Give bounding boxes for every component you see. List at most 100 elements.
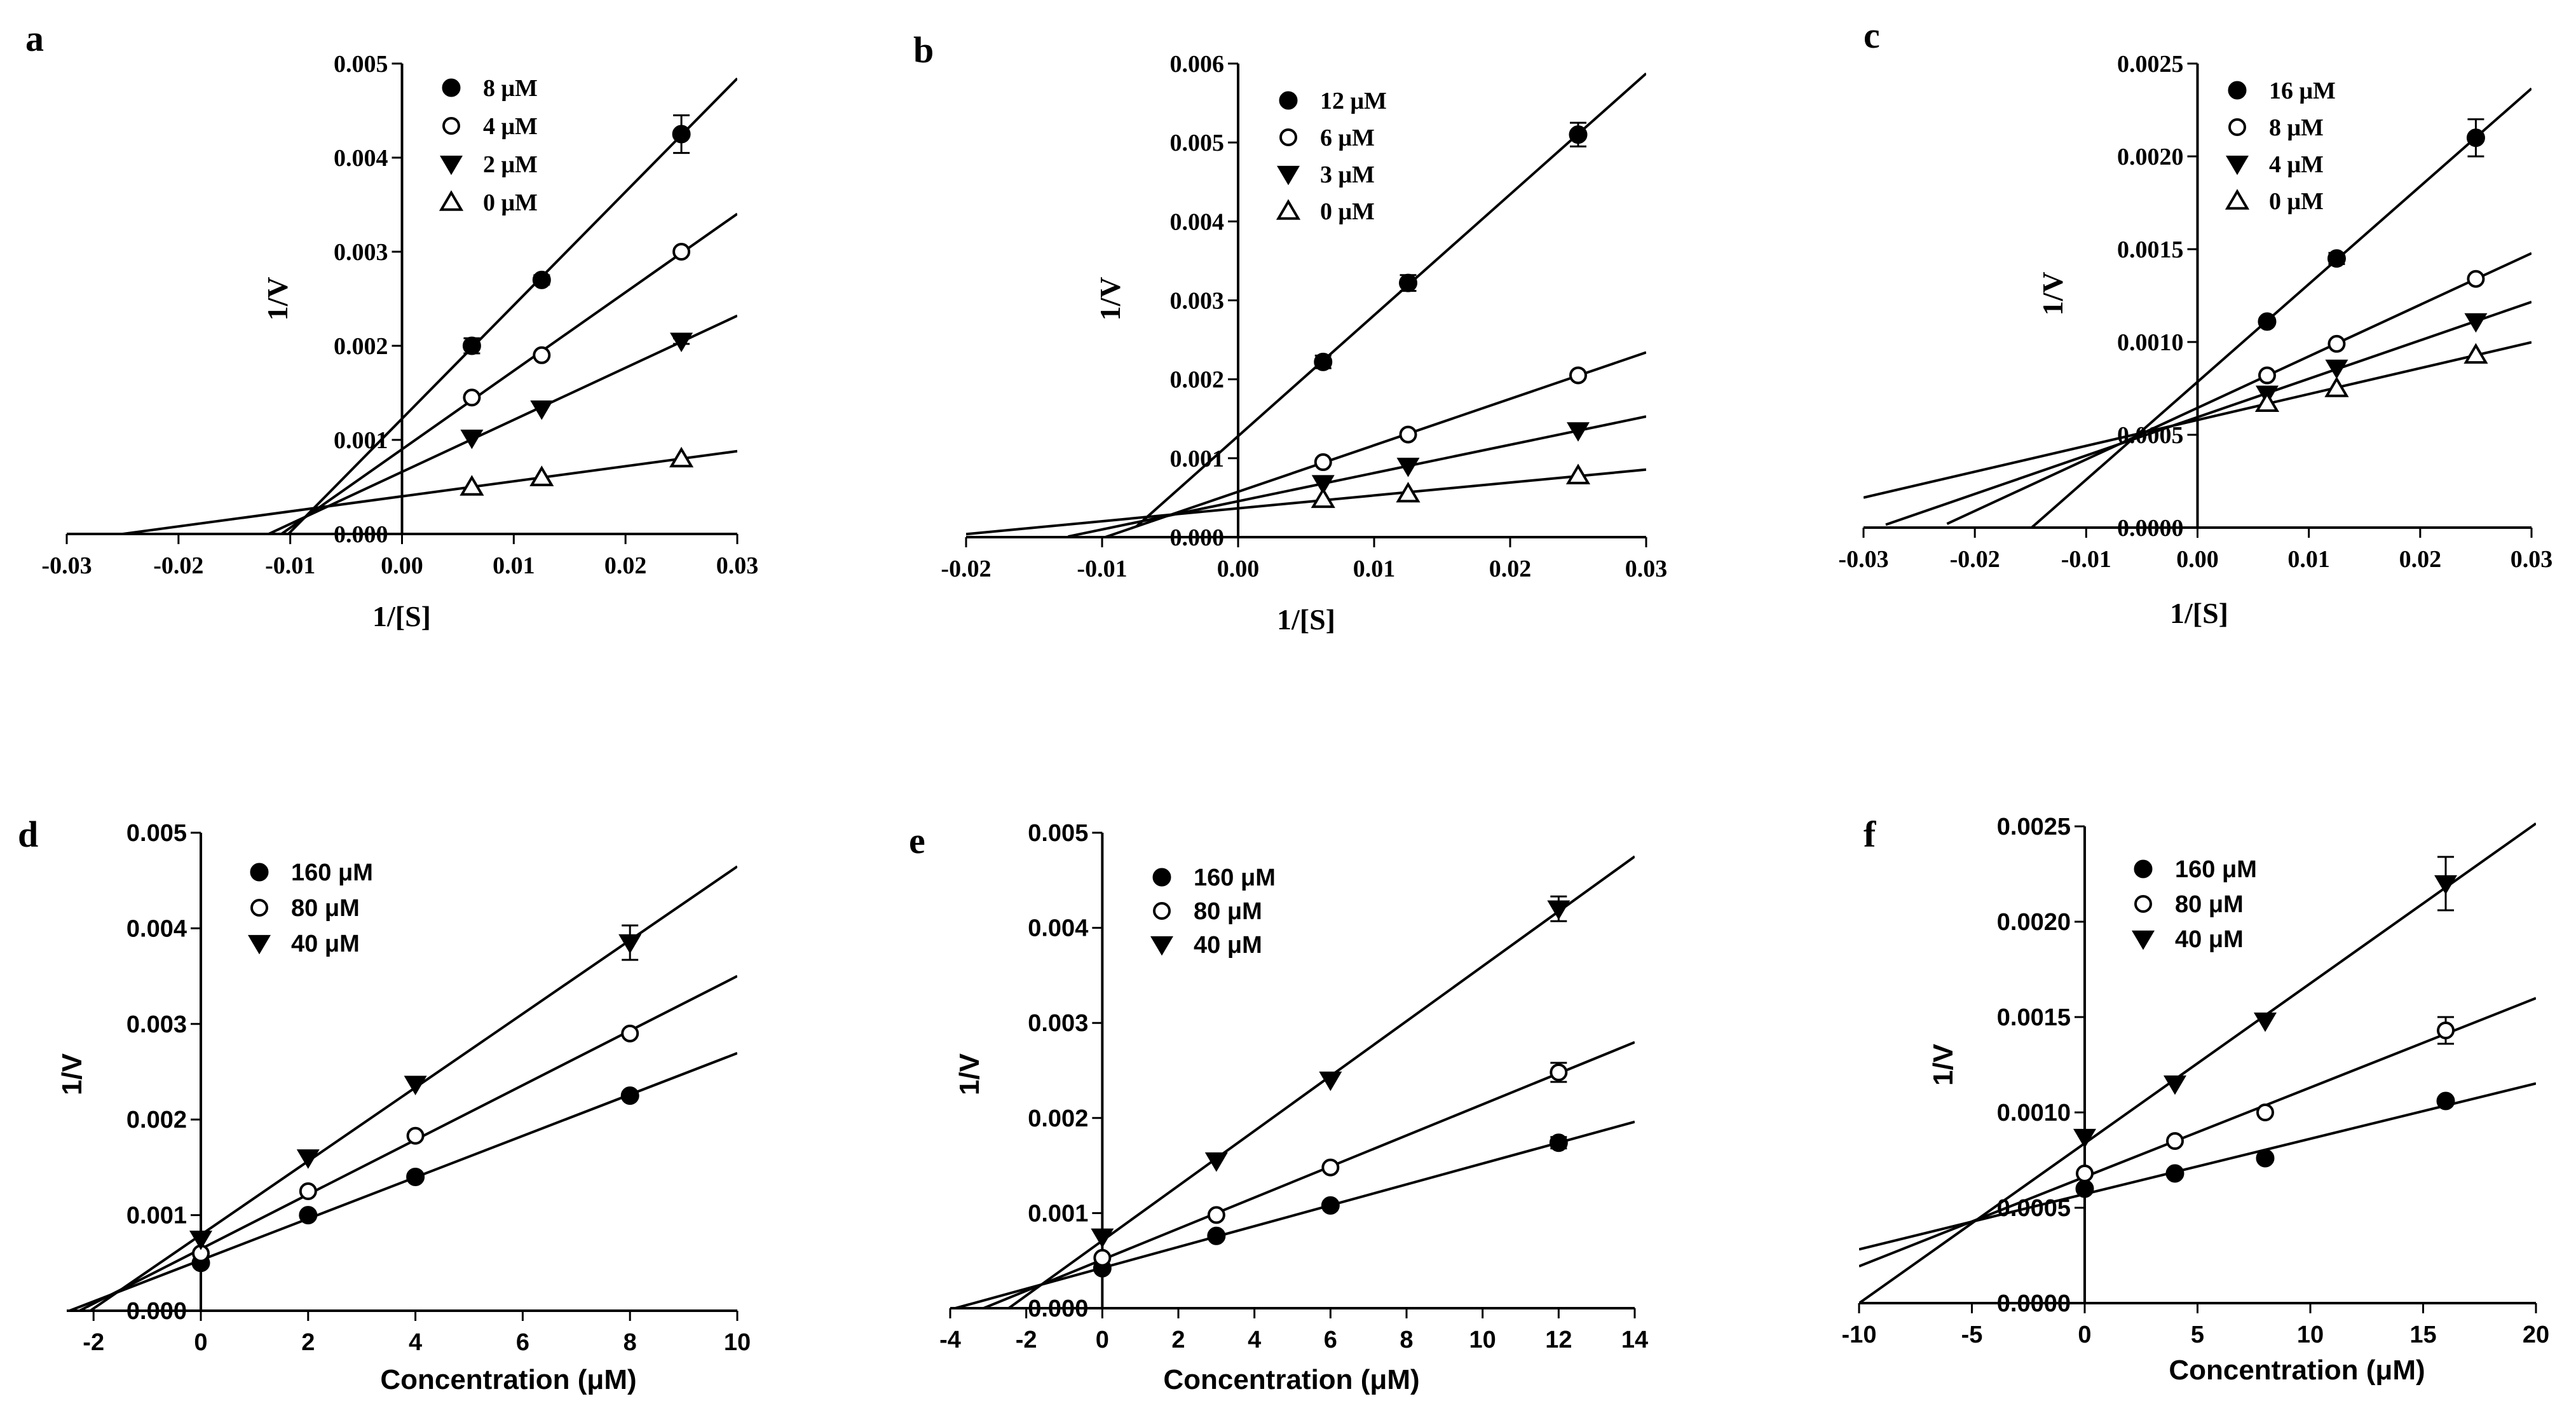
- x-axis-title: Concentration (μM): [380, 1364, 636, 1395]
- legend: 160 μM 80 μM 40 μM: [1150, 865, 1276, 959]
- data-point: [1396, 458, 1420, 477]
- legend-marker: [2228, 81, 2247, 100]
- data-point: [2075, 1179, 2094, 1198]
- x-tick-label: 8: [624, 1329, 637, 1356]
- legend: 8 μM 4 μM 2 μM 0 μM: [439, 75, 538, 216]
- y-tick-label: 0.002: [126, 1107, 187, 1133]
- legend-label: 12 μM: [1320, 88, 1387, 114]
- x-tick-label: -0.02: [153, 552, 203, 579]
- x-tick-label: 0.03: [2511, 546, 2553, 573]
- x-tick-label: 5: [2191, 1322, 2204, 1348]
- y-tick-label: 0.000: [1028, 1295, 1088, 1322]
- x-tick-label: 0.01: [493, 552, 535, 579]
- data-point: [462, 336, 481, 355]
- x-tick-label: 6: [1324, 1327, 1337, 1353]
- y-axis-title: 1/V: [954, 1053, 985, 1095]
- legend-label: 6 μM: [1320, 125, 1375, 151]
- panel-b: b -0.02 -0.01 0.00 0.01 0.02 0.03 0.000 0.001 0.0…: [913, 29, 1667, 636]
- data-point: [189, 1231, 212, 1250]
- y-tick-label: 0.0020: [2117, 144, 2184, 170]
- y-tick-label: 0.000: [334, 521, 388, 548]
- legend-label: 16 μM: [2269, 78, 2336, 104]
- x-tick-label: 0.00: [2176, 546, 2219, 573]
- x-tick-label: 0.02: [604, 552, 647, 579]
- y-tick-label: 0.0000: [1997, 1290, 2071, 1317]
- data-point: [2258, 312, 2277, 331]
- x-tick-label: 10: [724, 1329, 751, 1356]
- x-tick-label: -4: [939, 1327, 961, 1353]
- fit-line: [1859, 1082, 2536, 1251]
- legend-label: 80 μM: [2175, 891, 2244, 918]
- x-axis-title: Concentration (μM): [1163, 1364, 1419, 1395]
- x-tick-label: 15: [2409, 1322, 2436, 1348]
- data-point: [2256, 1149, 2275, 1168]
- data-point: [533, 346, 551, 364]
- y-tick-label: 0.002: [1028, 1105, 1088, 1132]
- x-tick-label: 6: [516, 1329, 529, 1356]
- data-point: [1550, 1063, 1568, 1081]
- series-0: [2029, 87, 2532, 528]
- data-point: [1321, 1158, 1340, 1177]
- y-tick-label: 0.005: [1028, 820, 1088, 847]
- data-point: [670, 332, 693, 353]
- y-tick-label: 0.000: [126, 1298, 187, 1325]
- x-axis-title: Concentration (μM): [2169, 1355, 2425, 1386]
- data-point: [2165, 1164, 2184, 1183]
- data-point: [2464, 313, 2488, 333]
- fit-line: [1006, 855, 1635, 1308]
- data-point: [2464, 343, 2488, 364]
- data-point: [299, 1206, 318, 1225]
- data-point: [406, 1126, 425, 1145]
- data-point: [1549, 1133, 1568, 1152]
- data-point: [296, 1149, 320, 1169]
- fit-line: [112, 449, 737, 534]
- data-point: [672, 243, 691, 261]
- legend: 160 μM 80 μM 40 μM: [2132, 856, 2257, 953]
- x-tick-label: -0.01: [1077, 556, 1127, 582]
- data-point: [1569, 125, 1588, 144]
- y-tick-label: 0.0010: [1997, 1100, 2071, 1126]
- legend-marker: [440, 155, 463, 175]
- x-tick-label: -0.03: [1838, 546, 1888, 573]
- y-tick-label: 0.004: [1028, 915, 1088, 942]
- data-point: [1547, 900, 1571, 920]
- data-point: [2467, 270, 2485, 288]
- data-point: [2254, 1012, 2277, 1032]
- fit-line: [2029, 87, 2532, 528]
- legend-label: 3 μM: [1320, 161, 1375, 188]
- data-point: [1399, 425, 1417, 444]
- fit-line: [1885, 301, 2532, 526]
- series-2: [1068, 415, 1646, 537]
- data-point: [2166, 1132, 2184, 1150]
- x-tick-label: -0.03: [41, 552, 92, 579]
- legend: 16 μM 8 μM 4 μM 0 μM: [2225, 78, 2336, 215]
- data-point: [2434, 875, 2457, 895]
- legend-marker: [1150, 936, 1173, 956]
- data-point: [2076, 1165, 2094, 1182]
- fit-line: [1135, 72, 1646, 528]
- x-tick-label: 4: [409, 1329, 422, 1356]
- legend-label: 40 μM: [291, 931, 360, 957]
- panel-label: f: [1864, 814, 1876, 855]
- y-axis-title: 1/V: [2036, 272, 2069, 316]
- x-tick-label: 4: [1248, 1327, 1261, 1353]
- legend-label: 80 μM: [291, 895, 360, 922]
- y-tick-label: 0.005: [1170, 130, 1225, 156]
- legend-marker: [2226, 155, 2249, 175]
- fit-line: [265, 314, 737, 534]
- data-point: [2258, 366, 2276, 385]
- series-1: [76, 974, 737, 1311]
- legend-marker: [1279, 91, 1298, 110]
- data-point: [1314, 352, 1333, 371]
- data-point: [1311, 475, 1335, 495]
- series-1: [1946, 252, 2532, 525]
- x-tick-label: 2: [301, 1329, 315, 1356]
- series-3: [112, 446, 737, 534]
- y-tick-label: 0.002: [1170, 367, 1225, 393]
- fit-line: [1864, 341, 2532, 499]
- x-tick-label: 20: [2523, 1322, 2549, 1348]
- y-tick-label: 0.0020: [1997, 909, 2071, 936]
- data-point: [1311, 487, 1335, 509]
- data-point: [2256, 1104, 2274, 1121]
- y-tick-label: 0.0010: [2117, 329, 2184, 356]
